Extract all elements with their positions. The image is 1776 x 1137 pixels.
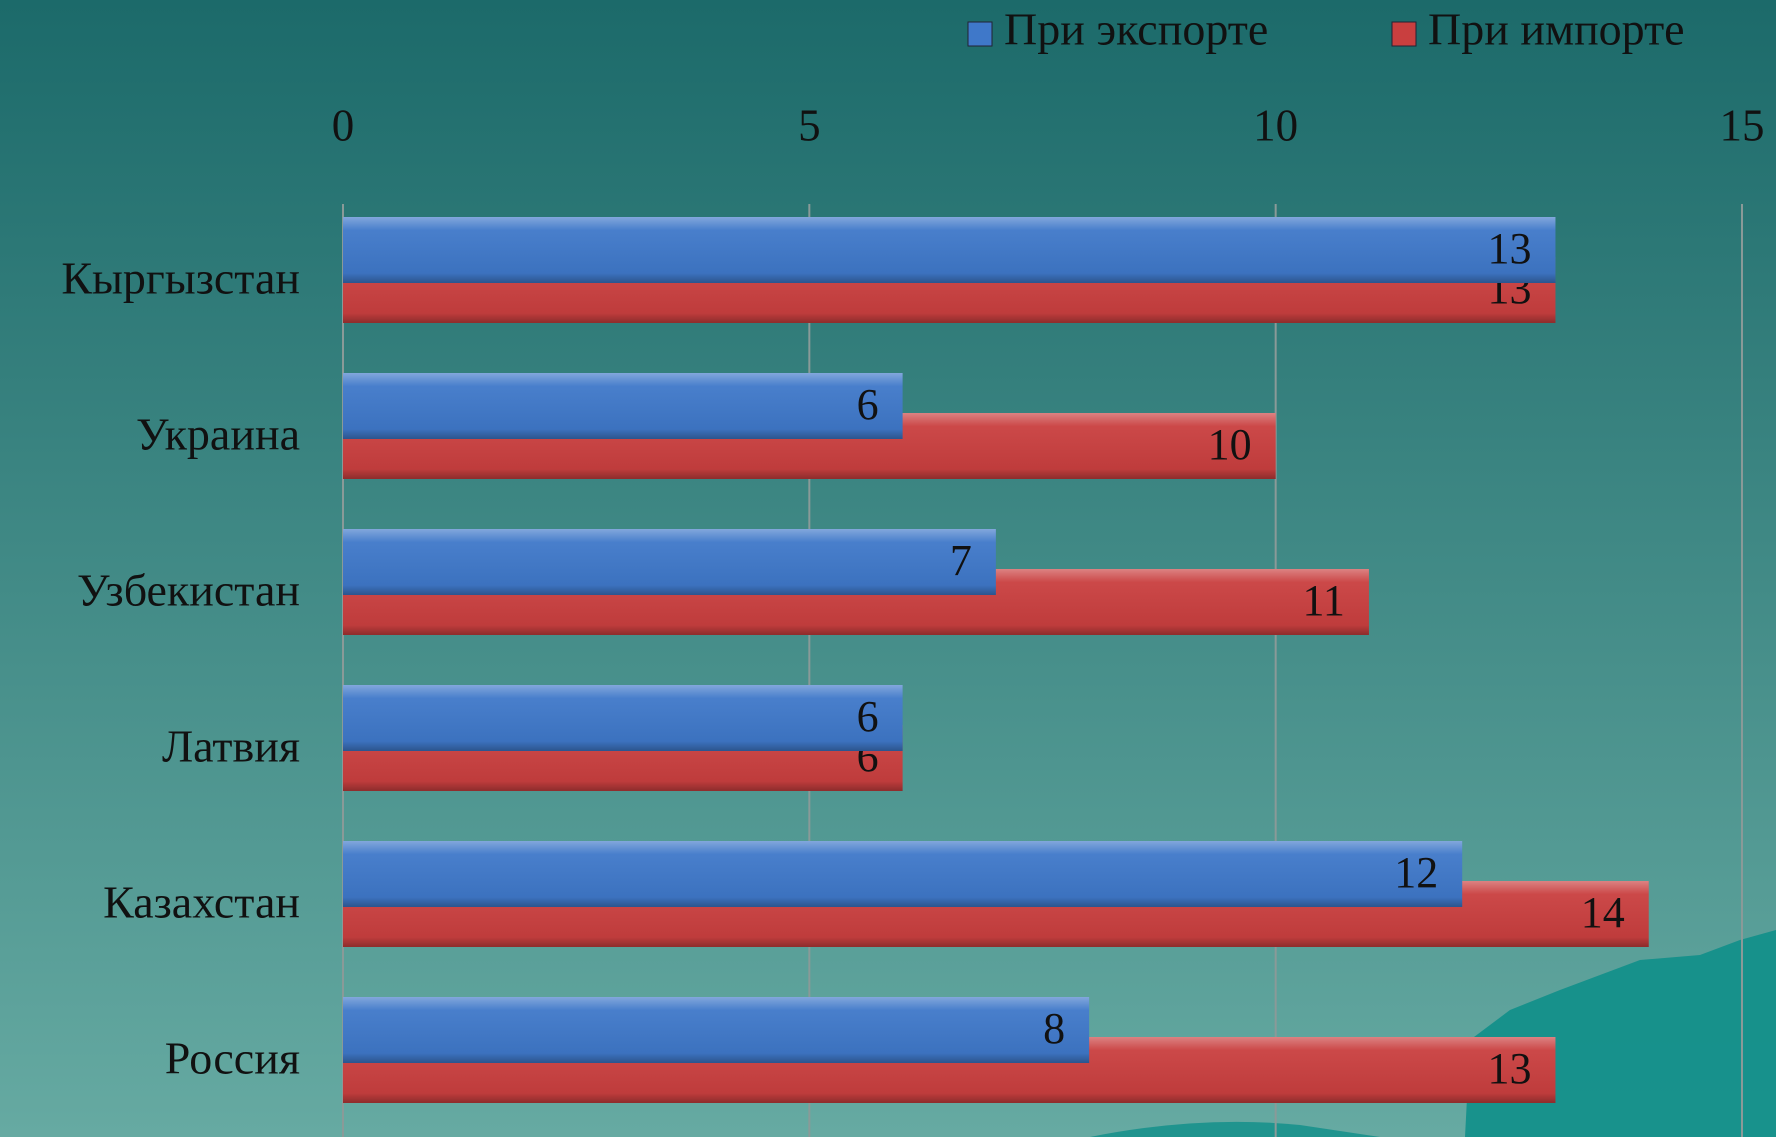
- bar-shine: [343, 529, 996, 595]
- x-tick-label: 10: [1253, 100, 1298, 150]
- bar-shine: [343, 685, 903, 751]
- x-tick-label: 0: [332, 100, 355, 150]
- data-label: 6: [857, 692, 879, 741]
- bar-shine: [343, 217, 1556, 283]
- bar-shine: [343, 841, 1463, 907]
- bar-shine: [343, 373, 903, 439]
- x-tick-label: 5: [798, 100, 821, 150]
- legend-label: При экспорте: [1004, 4, 1268, 55]
- data-label: 8: [1043, 1004, 1065, 1053]
- decoration: [1090, 1121, 1380, 1137]
- data-label: 14: [1581, 888, 1625, 937]
- data-label: 13: [1487, 1044, 1531, 1093]
- legend-swatch: [1391, 21, 1417, 47]
- legend-label: При импорте: [1428, 4, 1685, 55]
- y-tick-label: Россия: [165, 1033, 300, 1084]
- data-label: 10: [1208, 420, 1252, 469]
- x-tick-label: 15: [1720, 100, 1765, 150]
- y-tick-label: Казахстан: [103, 877, 300, 928]
- y-tick-label: Украина: [136, 409, 300, 460]
- legend-swatch: [967, 21, 993, 47]
- y-tick-label: Узбекистан: [77, 565, 300, 616]
- y-tick-label: Латвия: [162, 721, 300, 772]
- bar-shine: [343, 997, 1090, 1063]
- y-tick-label: Кыргызстан: [61, 253, 300, 304]
- data-label: 7: [950, 536, 972, 585]
- data-label: 12: [1394, 848, 1438, 897]
- data-label: 6: [857, 380, 879, 429]
- data-label: 13: [1487, 224, 1531, 273]
- data-label: 11: [1303, 576, 1345, 625]
